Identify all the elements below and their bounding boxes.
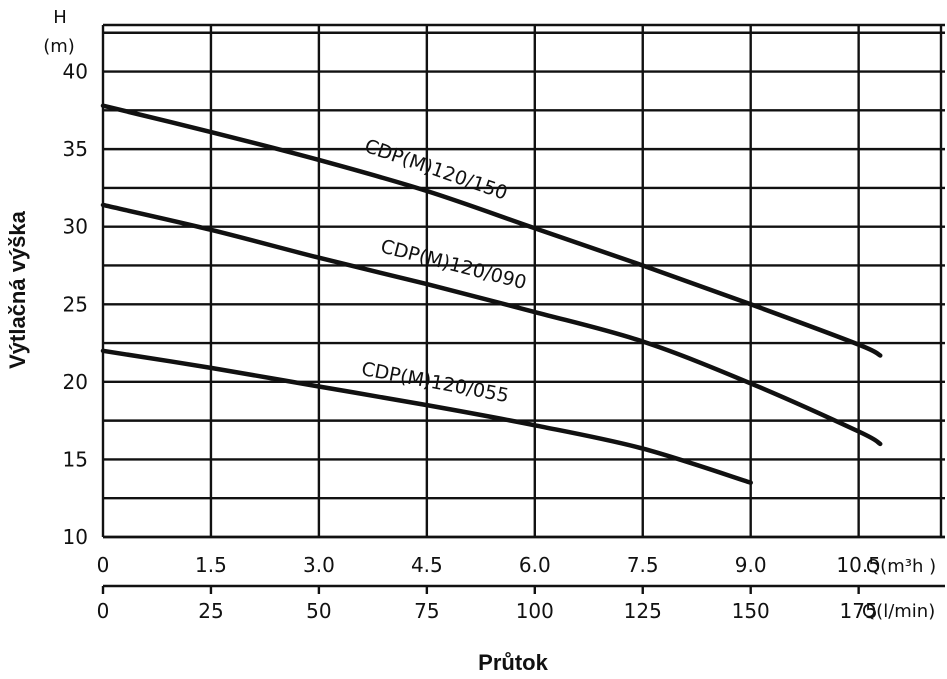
x-tick-label-m3h: 0 xyxy=(97,553,110,577)
x-tick-label-m3h: 1.5 xyxy=(195,553,227,577)
y-tick-label: 20 xyxy=(63,370,88,394)
series-label: CDP(M)120/055 xyxy=(360,358,511,407)
y-unit-top: H xyxy=(53,7,67,28)
grid xyxy=(101,23,945,594)
x-tick-label-m3h: 7.5 xyxy=(627,553,659,577)
x-tick-labels-lmin: 0 25 50 75 100 125 150 175 xyxy=(97,599,878,623)
x-tick-label-m3h: 6.0 xyxy=(519,553,551,577)
series-line xyxy=(100,103,883,358)
y-tick-label: 30 xyxy=(63,215,88,239)
x-tick-label-lmin: 150 xyxy=(732,599,770,623)
x-tick-label-lmin: 0 xyxy=(97,599,110,623)
x-tick-label-lmin: 75 xyxy=(414,599,439,623)
y-tick-label: 35 xyxy=(63,137,88,161)
x-tick-label-m3h: 3.0 xyxy=(303,553,335,577)
y-tick-label: 25 xyxy=(63,292,88,316)
y-tick-labels: 10 15 20 25 30 35 40 xyxy=(63,60,88,549)
y-tick-label: 15 xyxy=(63,447,88,471)
x-tick-label-m3h: 4.5 xyxy=(411,553,443,577)
x-tick-label-m3h: 9.0 xyxy=(735,553,767,577)
x-tick-label-lmin: 100 xyxy=(516,599,554,623)
y-unit-bottom: (m) xyxy=(43,36,75,57)
curves xyxy=(100,103,883,485)
series-line xyxy=(100,348,753,485)
x-tick-label-m3h: 10.5 xyxy=(836,553,881,577)
x-unit-m3h: Q(m³h ) xyxy=(866,556,936,577)
x-tick-label-lmin: 175 xyxy=(840,599,878,623)
y-tick-label: 10 xyxy=(63,525,88,549)
x-unit-lmin: Q(l/min) xyxy=(862,601,935,622)
y-tick-label: 40 xyxy=(63,60,88,84)
x-axis-title: Průtok xyxy=(478,650,548,675)
x-tick-label-lmin: 125 xyxy=(624,599,662,623)
x-tick-label-lmin: 25 xyxy=(198,599,223,623)
y-axis-title: Výtlačná výška xyxy=(5,210,30,369)
series-line xyxy=(100,202,883,447)
x-tick-label-lmin: 50 xyxy=(306,599,331,623)
x-tick-labels-m3h: 0 1.5 3.0 4.5 6.0 7.5 9.0 10.5 xyxy=(97,553,881,577)
